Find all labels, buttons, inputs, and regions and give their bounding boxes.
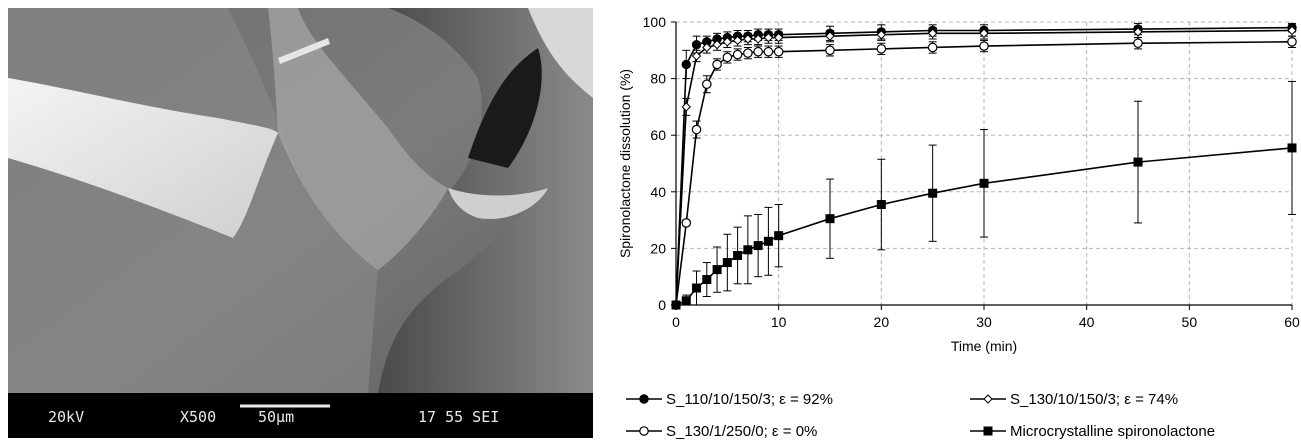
data-point-series-2 (763, 32, 774, 43)
data-point-series-3 (876, 44, 887, 54)
x-tick-label: 50 (1182, 314, 1198, 330)
data-point-series-4 (702, 275, 712, 285)
y-tick-label: 20 (650, 240, 666, 256)
data-point-series-2 (702, 42, 712, 53)
data-point-series-3 (681, 218, 692, 228)
sem-dark-cavity (468, 48, 542, 168)
data-point-series-4 (1287, 143, 1297, 153)
legend-marker (639, 426, 649, 436)
data-point-series-1 (681, 59, 691, 70)
data-point-series-4 (763, 236, 773, 246)
sem-small-fragment (278, 38, 330, 64)
data-point-series-2 (743, 34, 753, 44)
data-point-series-2 (712, 39, 722, 50)
data-point-series-4 (692, 283, 702, 293)
x-tick-label: 30 (976, 314, 992, 330)
data-point-series-2 (732, 35, 743, 46)
data-point-series-3 (1133, 38, 1143, 49)
sem-right-region (378, 8, 593, 393)
data-point-series-2 (1287, 25, 1297, 36)
x-tick-label: 40 (1079, 314, 1095, 330)
sem-bright-flap (8, 78, 278, 238)
y-tick-label: 60 (650, 127, 666, 143)
data-point-series-2 (979, 28, 989, 39)
data-point-series-4 (753, 241, 763, 251)
data-point-series-4 (722, 258, 732, 268)
data-point-series-3 (732, 49, 743, 60)
data-point-series-2 (681, 102, 691, 112)
x-tick-label: 60 (1284, 314, 1300, 330)
data-point-series-3 (1287, 37, 1297, 47)
data-point-series-1 (691, 39, 702, 50)
sem-ridge (268, 8, 448, 270)
sem-magnification: X500 (180, 408, 216, 426)
data-point-series-4 (671, 300, 681, 310)
data-point-series-3 (979, 41, 989, 51)
x-axis-title: Time (min) (951, 338, 1017, 354)
data-point-series-2 (876, 30, 887, 40)
legend-label: S_130/10/150/3; ε = 74% (1010, 391, 1178, 408)
sem-micrograph: 20kV X500 50µm 17 55 SEI (8, 8, 593, 438)
data-point-series-4 (712, 265, 722, 275)
dissolution-chart: 0 20 40 60 80 100 0 10 20 30 40 50 60 Time (min) Spiro… (617, 14, 1300, 440)
x-tick-label: 10 (771, 314, 787, 330)
data-point-series-3 (743, 48, 753, 58)
data-point-series-4 (928, 188, 938, 198)
y-tick-label: 80 (650, 71, 666, 87)
data-point-series-2 (927, 28, 938, 39)
data-point-series-3 (773, 46, 784, 57)
y-tick-label: 40 (650, 184, 666, 200)
data-point-series-3 (722, 52, 733, 63)
legend-marker (983, 426, 993, 436)
legend-marker (639, 394, 649, 404)
data-point-series-3 (702, 79, 712, 90)
data-point-series-3 (691, 124, 702, 135)
data-point-series-3 (753, 46, 763, 57)
data-point-series-3 (712, 59, 722, 70)
sem-voltage: 20kV (48, 408, 84, 426)
y-axis-title: Spironolactone dissolution (%) (617, 69, 633, 258)
sem-scale-label: 50µm (258, 408, 294, 426)
data-point-series-4 (876, 200, 886, 210)
legend-label: S_110/10/150/3; ε = 92% (666, 391, 833, 408)
data-point-series-4 (1133, 157, 1143, 167)
sem-ledge (448, 188, 548, 219)
data-point-series-2 (722, 37, 733, 47)
x-tick-label: 20 (874, 314, 890, 330)
y-tick-label: 0 (658, 297, 666, 313)
x-tick-label: 0 (672, 314, 680, 330)
data-point-series-2 (773, 32, 784, 43)
data-point-series-4 (825, 214, 835, 224)
data-point-series-3 (927, 42, 938, 53)
sem-code: 17 55 SEI (418, 408, 499, 426)
data-point-series-4 (774, 231, 784, 241)
sem-top-right-highlight (528, 8, 593, 98)
legend-label: S_130/1/250/0; ε = 0% (666, 423, 817, 440)
data-point-series-2 (691, 51, 702, 61)
sem-info-bar (8, 393, 593, 438)
data-point-series-4 (733, 250, 743, 260)
data-point-series-3 (825, 45, 835, 56)
data-point-series-2 (825, 31, 835, 41)
y-tick-label: 100 (643, 14, 667, 30)
legend-marker (983, 394, 993, 404)
data-point-series-4 (979, 178, 989, 188)
data-point-series-3 (763, 46, 774, 57)
data-point-series-4 (681, 296, 691, 306)
legend-label: Microcrystalline spironolactone (1010, 423, 1215, 440)
data-point-series-2 (753, 34, 763, 44)
data-point-series-2 (1133, 27, 1143, 37)
data-point-series-4 (743, 245, 753, 255)
